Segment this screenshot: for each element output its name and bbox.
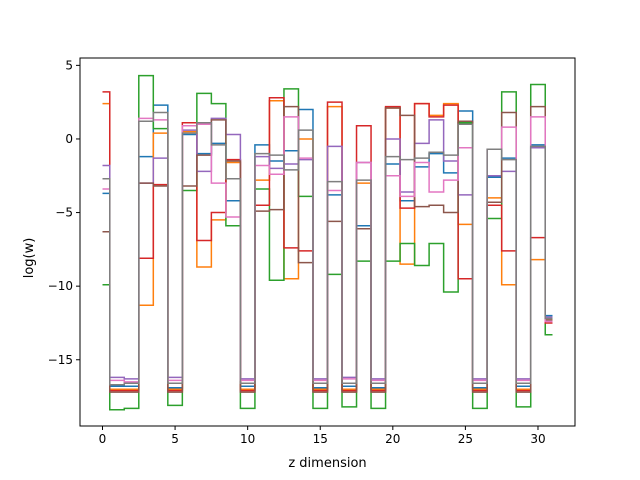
y-tick-label: −5: [55, 206, 73, 220]
x-tick-label: 20: [385, 432, 400, 446]
axes-frame: [79, 57, 576, 427]
x-tick-label: 25: [458, 432, 473, 446]
x-tick-label: 10: [240, 432, 255, 446]
x-axis-label: z dimension: [288, 456, 366, 471]
x-tick-label: 5: [171, 432, 179, 446]
y-axis-label: log(w): [22, 238, 37, 279]
x-tick-label: 0: [99, 432, 107, 446]
axes-layer: 0 5 10 15 20 25 30 −15 −10 −5 0 5: [48, 57, 576, 446]
y-tick-label: −15: [48, 353, 73, 367]
y-tick-label: 5: [65, 58, 73, 72]
series-line-8: [102, 111, 553, 386]
x-tick-label: 15: [313, 432, 328, 446]
y-tick-label: 0: [65, 132, 73, 146]
x-tick-label: 30: [530, 432, 545, 446]
series-layer: [102, 74, 553, 411]
y-tick-label: −10: [48, 279, 73, 293]
